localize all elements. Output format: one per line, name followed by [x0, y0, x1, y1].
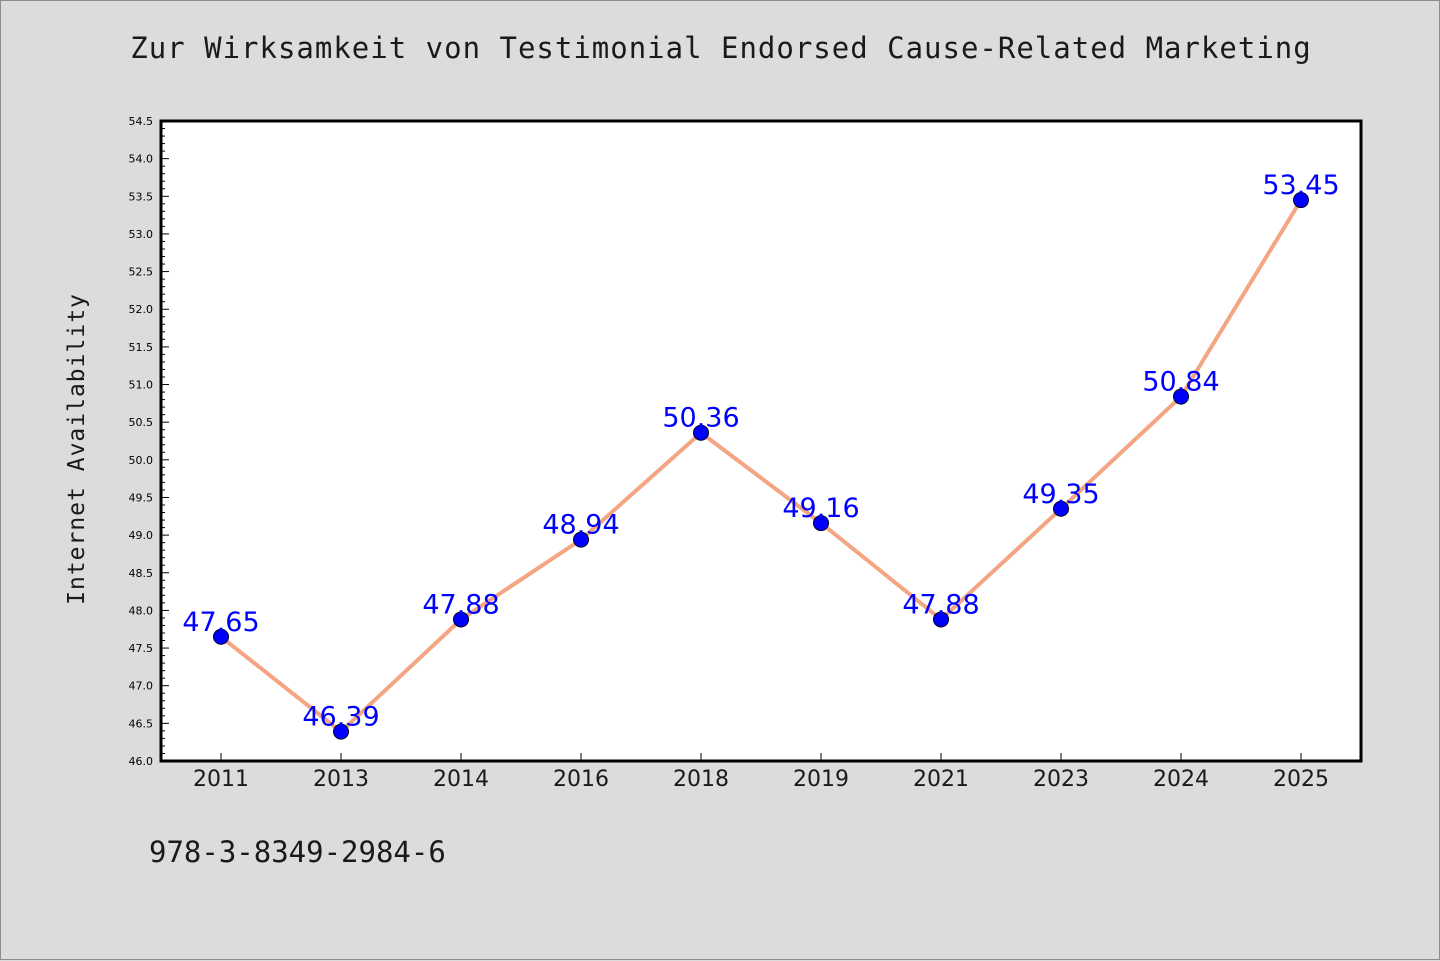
- data-label: 47.88: [422, 589, 499, 620]
- x-tick-label: 2018: [673, 767, 729, 792]
- data-point: [1053, 500, 1069, 517]
- x-tick-label: 2025: [1273, 767, 1329, 792]
- plot-area: [161, 121, 1361, 761]
- data-point: [693, 424, 709, 441]
- x-tick-label: 2023: [1033, 767, 1089, 792]
- x-tick-label: 2024: [1153, 767, 1209, 792]
- data-point: [813, 515, 829, 532]
- y-tick-label: 50.0: [129, 454, 154, 467]
- x-tick-label: 2021: [913, 767, 969, 792]
- y-tick-label: 54.5: [129, 115, 154, 128]
- footer-code: 978-3-8349-2984-6: [149, 835, 446, 869]
- data-label: 50.84: [1142, 367, 1219, 398]
- y-tick-label: 46.5: [129, 717, 154, 730]
- data-point: [573, 531, 589, 548]
- y-tick-label: 46.0: [129, 755, 154, 768]
- series-line: [219, 198, 1303, 734]
- x-tick-label: 2014: [433, 767, 489, 792]
- data-point: [213, 628, 229, 645]
- data-label: 48.94: [542, 510, 619, 541]
- data-label: 49.16: [782, 493, 859, 524]
- data-label: 47.65: [182, 607, 259, 638]
- x-tick-label: 2013: [313, 767, 369, 792]
- y-tick-label: 48.5: [129, 567, 154, 580]
- data-point: [1293, 192, 1309, 209]
- x-tick-label: 2016: [553, 767, 609, 792]
- y-tick-label: 52.0: [129, 303, 154, 316]
- y-tick-label: 52.5: [129, 266, 154, 279]
- y-tick-label: 54.0: [129, 153, 154, 166]
- data-label: 50.36: [662, 403, 739, 434]
- data-label: 46.39: [302, 702, 379, 733]
- y-tick-label: 51.0: [129, 379, 154, 392]
- y-tick-label: 53.0: [129, 228, 154, 241]
- data-label: 49.35: [1022, 479, 1099, 510]
- x-tick-label: 2019: [793, 767, 849, 792]
- data-point: [453, 611, 469, 628]
- data-label: 53.45: [1262, 170, 1339, 201]
- data-label: 47.88: [902, 589, 979, 620]
- y-tick-label: 47.0: [129, 680, 154, 693]
- data-point: [933, 611, 949, 628]
- y-tick-label: 47.5: [129, 642, 154, 655]
- data-point: [1173, 388, 1189, 405]
- y-tick-label: 50.5: [129, 416, 154, 429]
- x-tick-label: 2011: [193, 767, 249, 792]
- plot-border: [159, 119, 1363, 763]
- data-point: [333, 723, 349, 740]
- chart-title: Zur Wirksamkeit von Testimonial Endorsed…: [130, 31, 1312, 65]
- y-tick-label: 48.0: [129, 604, 154, 617]
- y-tick-label: 53.5: [129, 190, 154, 203]
- y-tick-label: 51.5: [129, 341, 154, 354]
- y-tick-label: 49.5: [129, 491, 154, 504]
- y-tick-label: 49.0: [129, 529, 154, 542]
